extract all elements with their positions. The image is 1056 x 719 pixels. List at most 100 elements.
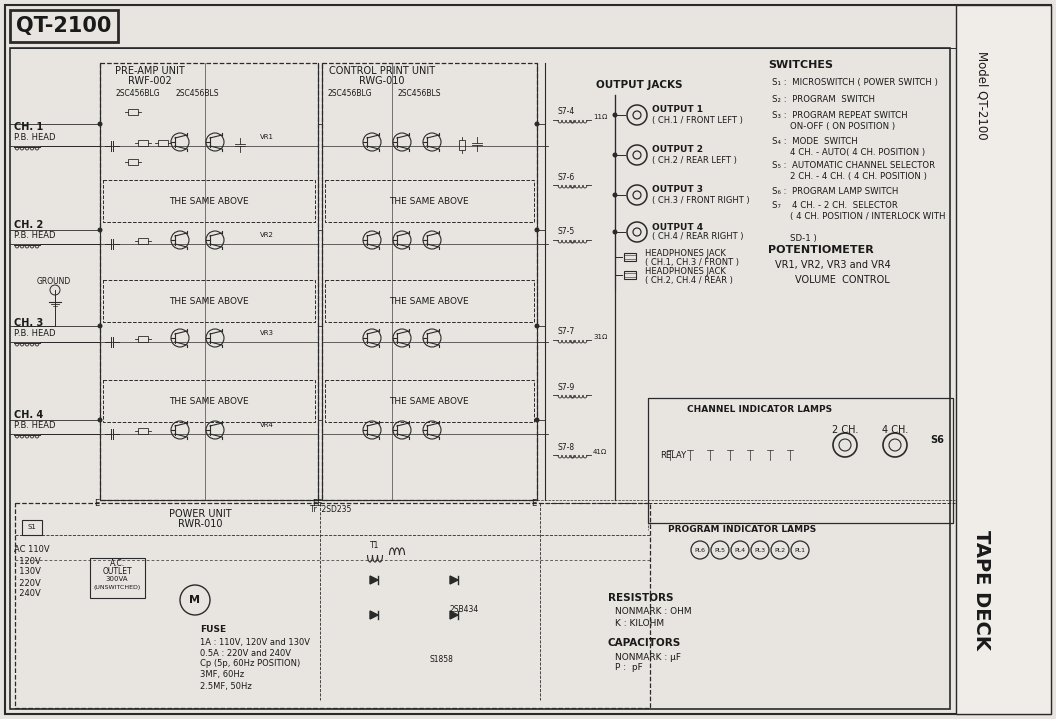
Text: VR1: VR1 xyxy=(260,134,274,140)
Text: S₅ :  AUTOMATIC CHANNEL SELECTOR: S₅ : AUTOMATIC CHANNEL SELECTOR xyxy=(772,162,936,170)
Text: CH. 3: CH. 3 xyxy=(14,318,43,328)
Circle shape xyxy=(612,229,618,234)
Text: PROGRAM INDICATOR LAMPS: PROGRAM INDICATOR LAMPS xyxy=(668,526,816,534)
Circle shape xyxy=(534,324,540,329)
Bar xyxy=(10,48,950,709)
Text: ( CH.2 / REAR LEFT ): ( CH.2 / REAR LEFT ) xyxy=(652,155,737,165)
Text: THE SAME ABOVE: THE SAME ABOVE xyxy=(169,196,249,206)
Bar xyxy=(10,10,118,42)
Text: TAPE DECK: TAPE DECK xyxy=(973,530,992,650)
Text: P.B. HEAD: P.B. HEAD xyxy=(14,329,56,339)
Text: (UNSWITCHED): (UNSWITCHED) xyxy=(93,585,140,590)
Bar xyxy=(128,159,138,165)
Text: NONMARK : OHM: NONMARK : OHM xyxy=(615,608,692,616)
Text: SWITCHES: SWITCHES xyxy=(768,60,833,70)
Text: POTENTIOMETER: POTENTIOMETER xyxy=(768,245,873,255)
Text: E: E xyxy=(531,498,536,508)
Text: Tr  2SD235: Tr 2SD235 xyxy=(310,505,352,515)
Bar xyxy=(128,109,138,115)
Circle shape xyxy=(612,193,618,198)
Text: S₇    4 CH. - 2 CH.  SELECTOR: S₇ 4 CH. - 2 CH. SELECTOR xyxy=(772,201,898,209)
Text: S7-5: S7-5 xyxy=(558,227,576,237)
Text: 130V: 130V xyxy=(14,567,41,577)
Polygon shape xyxy=(370,576,378,584)
Text: CH. 4: CH. 4 xyxy=(14,410,43,420)
Bar xyxy=(325,180,534,222)
Polygon shape xyxy=(370,611,378,619)
Bar xyxy=(103,180,315,222)
Bar xyxy=(624,253,636,261)
Text: HEADPHONES JACK: HEADPHONES JACK xyxy=(645,267,725,275)
Bar xyxy=(322,63,538,500)
Bar xyxy=(138,336,148,342)
Text: S6: S6 xyxy=(930,435,944,445)
Text: PL4: PL4 xyxy=(734,547,746,552)
Text: S7-8: S7-8 xyxy=(558,442,576,452)
Text: GROUND: GROUND xyxy=(37,278,71,286)
Text: E: E xyxy=(317,498,322,508)
Text: S₆ :  PROGRAM LAMP SWITCH: S₆ : PROGRAM LAMP SWITCH xyxy=(772,186,899,196)
Text: PL5: PL5 xyxy=(715,547,725,552)
Text: S1: S1 xyxy=(27,524,37,530)
Text: A.C.: A.C. xyxy=(110,559,125,567)
Text: HEADPHONES JACK: HEADPHONES JACK xyxy=(645,249,725,257)
Text: RWR-010: RWR-010 xyxy=(177,519,222,529)
Text: S7-6: S7-6 xyxy=(558,173,576,181)
Text: 2SC456BLG: 2SC456BLG xyxy=(115,88,159,98)
Text: OUTPUT 1: OUTPUT 1 xyxy=(652,106,703,114)
Circle shape xyxy=(612,152,618,157)
Text: K : KILOHM: K : KILOHM xyxy=(615,618,664,628)
Text: NONMARK : μF: NONMARK : μF xyxy=(615,653,681,661)
Text: E: E xyxy=(94,498,99,508)
Text: Model QT-2100: Model QT-2100 xyxy=(976,50,988,139)
Circle shape xyxy=(97,418,102,423)
Text: 240V: 240V xyxy=(14,590,41,598)
Text: S7-4: S7-4 xyxy=(558,108,576,116)
Text: S₃ :  PROGRAM REPEAT SWITCH: S₃ : PROGRAM REPEAT SWITCH xyxy=(772,111,907,121)
Text: 2SC456BLS: 2SC456BLS xyxy=(175,88,219,98)
Text: CH. 1: CH. 1 xyxy=(14,122,43,132)
Polygon shape xyxy=(450,576,458,584)
Text: 41Ω: 41Ω xyxy=(593,449,607,455)
Text: OUTPUT 4: OUTPUT 4 xyxy=(652,222,703,232)
Text: THE SAME ABOVE: THE SAME ABOVE xyxy=(390,196,469,206)
Text: 120V: 120V xyxy=(14,557,41,566)
Text: S₄ :  MODE  SWITCH: S₄ : MODE SWITCH xyxy=(772,137,857,145)
Text: THE SAME ABOVE: THE SAME ABOVE xyxy=(169,396,249,406)
Text: 2SC456BLS: 2SC456BLS xyxy=(397,88,440,98)
Text: 2.5MF, 50Hz: 2.5MF, 50Hz xyxy=(200,682,251,690)
Text: SD-1 ): SD-1 ) xyxy=(790,234,816,244)
Text: P.B. HEAD: P.B. HEAD xyxy=(14,421,56,431)
Circle shape xyxy=(534,122,540,127)
Text: 0.5A : 220V and 240V: 0.5A : 220V and 240V xyxy=(200,649,291,657)
Text: QT-2100: QT-2100 xyxy=(16,16,112,36)
Bar xyxy=(956,5,1051,714)
Text: S₁ :  MICROSWITCH ( POWER SWITCH ): S₁ : MICROSWITCH ( POWER SWITCH ) xyxy=(772,78,938,86)
Text: 11Ω: 11Ω xyxy=(593,114,607,120)
Text: RWF-002: RWF-002 xyxy=(128,76,172,86)
Text: CAPACITORS: CAPACITORS xyxy=(608,638,681,648)
Bar xyxy=(22,520,42,535)
Text: FUSE: FUSE xyxy=(200,626,226,634)
Bar xyxy=(648,398,953,523)
Text: ( CH.4 / REAR RIGHT ): ( CH.4 / REAR RIGHT ) xyxy=(652,232,743,242)
Text: ( CH.3 / FRONT RIGHT ): ( CH.3 / FRONT RIGHT ) xyxy=(652,196,750,204)
Bar xyxy=(103,280,315,322)
Bar xyxy=(138,238,148,244)
Text: T1: T1 xyxy=(370,541,379,549)
Text: VR1, VR2, VR3 and VR4: VR1, VR2, VR3 and VR4 xyxy=(775,260,891,270)
Text: 4 CH.: 4 CH. xyxy=(882,425,908,435)
Text: ( CH.1, CH.3 / FRONT ): ( CH.1, CH.3 / FRONT ) xyxy=(645,257,739,267)
Text: THE SAME ABOVE: THE SAME ABOVE xyxy=(390,396,469,406)
Text: RWG-010: RWG-010 xyxy=(359,76,404,86)
Text: 3MF, 60Hz: 3MF, 60Hz xyxy=(200,671,244,679)
Circle shape xyxy=(97,122,102,127)
Text: M: M xyxy=(189,595,201,605)
Text: PRE-AMP UNIT: PRE-AMP UNIT xyxy=(115,66,185,76)
Text: AC 110V: AC 110V xyxy=(14,546,50,554)
Bar xyxy=(138,428,148,434)
Bar xyxy=(138,140,148,146)
Text: 2 CH. - 4 CH. ( 4 CH. POSITION ): 2 CH. - 4 CH. ( 4 CH. POSITION ) xyxy=(790,173,927,181)
Bar xyxy=(158,140,168,146)
Text: 2 CH.: 2 CH. xyxy=(832,425,859,435)
